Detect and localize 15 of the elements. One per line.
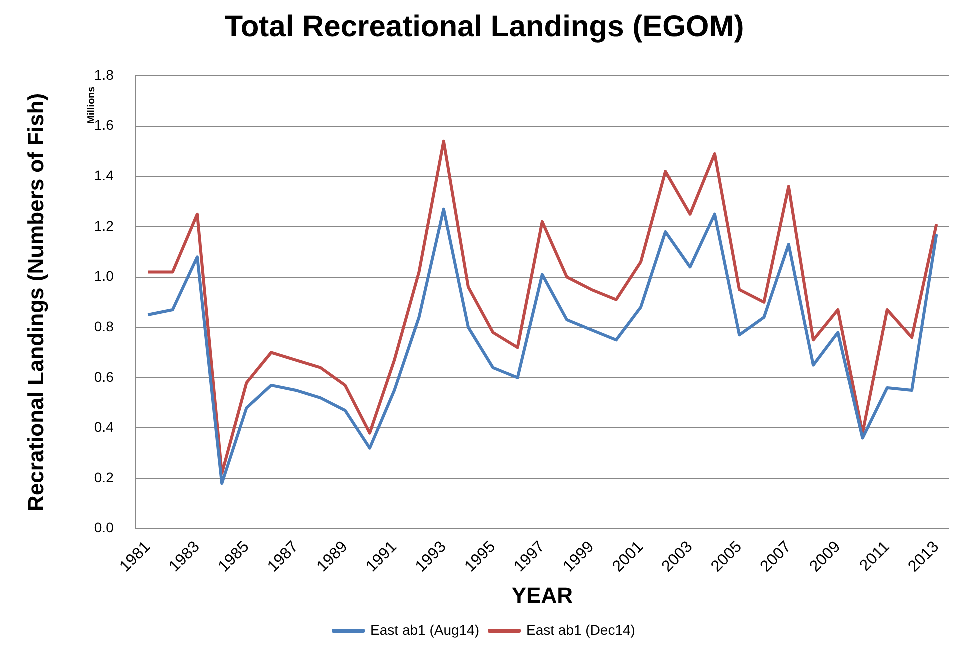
y-tick-label: 1.0 — [94, 268, 114, 284]
y-tick-label: 0.8 — [94, 318, 114, 334]
y-tick-label: 1.2 — [94, 218, 114, 234]
chart-title: Total Recreational Landings (EGOM) — [224, 10, 744, 44]
y-axis-title: Recrational Landings (Numbers of Fish) — [23, 93, 48, 512]
y-tick-label: 0.4 — [94, 419, 114, 436]
legend-label: East ab1 (Dec14) — [526, 622, 636, 638]
y-tick-label: 0.6 — [94, 368, 114, 385]
y-tick-label: 0.0 — [94, 520, 114, 536]
y-tick-label: 1.8 — [94, 66, 114, 83]
legend-label: East ab1 (Aug14) — [370, 622, 480, 638]
y-tick-label: 1.4 — [94, 167, 114, 184]
y-tick-label: 0.2 — [94, 469, 114, 486]
x-axis-title: YEAR — [512, 582, 574, 608]
y-tick-label: 1.6 — [94, 117, 114, 134]
